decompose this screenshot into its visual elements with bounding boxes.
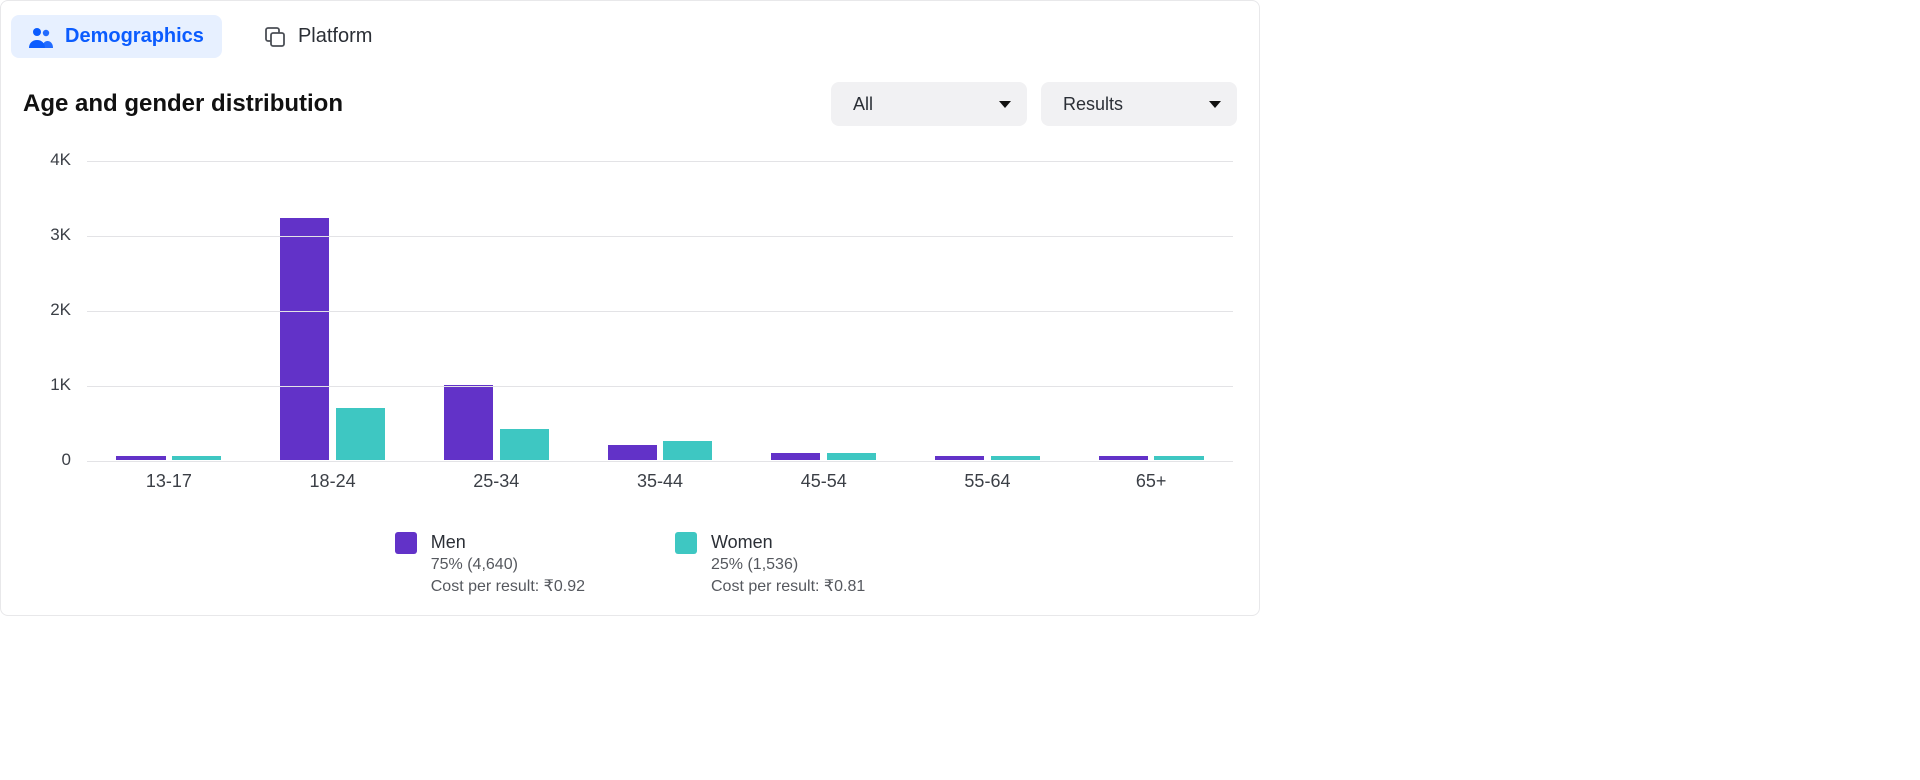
- legend-item-women: Women25% (1,536)Cost per result: ₹0.81: [675, 530, 865, 597]
- tab-label: Platform: [298, 25, 372, 48]
- dropdown-label: Results: [1063, 94, 1123, 115]
- bar-women: [827, 453, 876, 460]
- y-tick-label: 4K: [50, 150, 71, 170]
- metric-dropdown[interactable]: Results: [1041, 82, 1237, 126]
- bar-men: [608, 445, 657, 460]
- bar-men: [771, 453, 820, 461]
- chart-controls: All Results: [831, 82, 1237, 126]
- legend-text: Men75% (4,640)Cost per result: ₹0.92: [431, 530, 585, 597]
- legend: Men75% (4,640)Cost per result: ₹0.92 Wome…: [1, 530, 1259, 597]
- x-tick-label: 35-44: [578, 471, 742, 492]
- legend-item-men: Men75% (4,640)Cost per result: ₹0.92: [395, 530, 585, 597]
- tab-label: Demographics: [65, 25, 204, 48]
- bar-men: [280, 218, 329, 460]
- bar-women: [663, 441, 712, 461]
- y-axis: 01K2K3K4K: [23, 160, 79, 460]
- scope-dropdown[interactable]: All: [831, 82, 1027, 126]
- gridline: [87, 386, 1233, 387]
- x-axis-labels: 13-1718-2425-3435-4445-5455-6465+: [87, 471, 1233, 492]
- tab-demographics[interactable]: Demographics: [11, 15, 222, 58]
- bar-men: [1099, 456, 1148, 460]
- x-tick-label: 65+: [1069, 471, 1233, 492]
- legend-swatch: [395, 532, 417, 554]
- bar-chart: 01K2K3K4K 13-1718-2425-3435-4445-5455-64…: [23, 160, 1237, 490]
- x-tick-label: 55-64: [906, 471, 1070, 492]
- legend-swatch: [675, 532, 697, 554]
- bar-women: [336, 408, 385, 461]
- gridline: [87, 236, 1233, 237]
- bar-women: [172, 456, 221, 460]
- legend-text: Women25% (1,536)Cost per result: ₹0.81: [711, 530, 865, 597]
- y-tick-label: 2K: [50, 300, 71, 320]
- tab-bar: Demographics Platform: [1, 7, 1259, 68]
- platform-icon: [264, 26, 286, 48]
- chart-title: Age and gender distribution: [23, 90, 343, 118]
- chevron-down-icon: [1209, 101, 1221, 108]
- bar-women: [500, 429, 549, 460]
- y-tick-label: 3K: [50, 225, 71, 245]
- x-tick-label: 18-24: [251, 471, 415, 492]
- x-tick-label: 13-17: [87, 471, 251, 492]
- people-icon: [29, 26, 53, 48]
- y-tick-label: 0: [62, 450, 71, 470]
- bar-men: [116, 456, 165, 461]
- bar-women: [991, 456, 1040, 460]
- bar-women: [1154, 456, 1203, 460]
- chart-header: Age and gender distribution All Results: [1, 68, 1259, 132]
- gridline: [87, 461, 1233, 462]
- y-tick-label: 1K: [50, 375, 71, 395]
- dropdown-label: All: [853, 94, 873, 115]
- ad-insights-panel: Demographics Platform Age and gender dis…: [0, 0, 1260, 616]
- plot-area: [87, 160, 1233, 460]
- gridline: [87, 161, 1233, 162]
- x-tick-label: 25-34: [414, 471, 578, 492]
- x-tick-label: 45-54: [742, 471, 906, 492]
- chevron-down-icon: [999, 101, 1011, 108]
- gridline: [87, 311, 1233, 312]
- bar-men: [444, 385, 493, 460]
- tab-platform[interactable]: Platform: [246, 15, 390, 58]
- bar-men: [935, 456, 984, 460]
